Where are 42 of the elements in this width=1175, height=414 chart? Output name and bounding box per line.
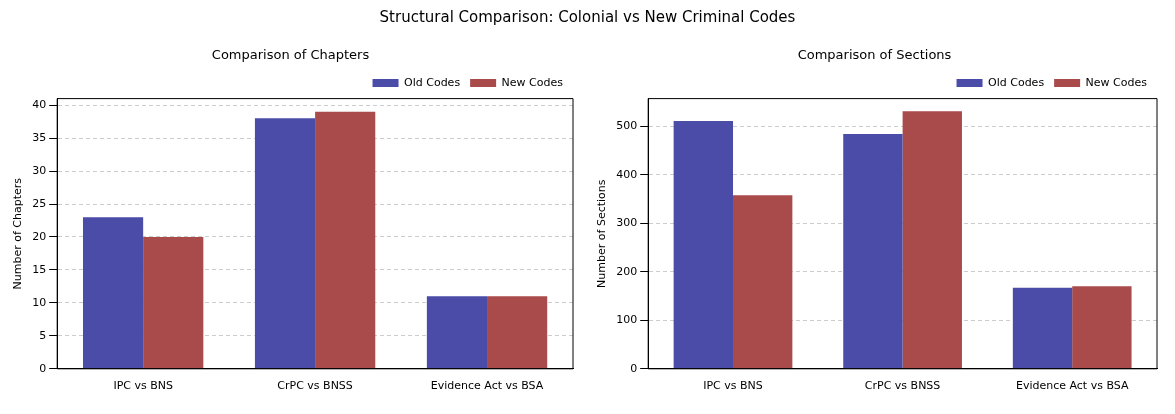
bar [673, 120, 733, 369]
y-tick-label: 0 [39, 361, 47, 375]
bar [254, 118, 316, 369]
chart-title: Structural Comparison: Colonial vs New Criminal Codes [378, 8, 797, 26]
chart-subtitle: Comparison of Sections [797, 47, 952, 63]
bar [843, 134, 903, 369]
y-tick-label: 40 [32, 98, 47, 112]
chart-subtitle: Comparison of Chapters [211, 47, 370, 63]
legend-label: New Codes [1085, 75, 1148, 89]
x-tick-label: CrPC vs BNSS [277, 379, 353, 393]
legend-label: New Codes [501, 75, 564, 89]
bar [1012, 287, 1073, 369]
bar [902, 111, 962, 369]
y-tick-label: 200 [616, 264, 638, 278]
y-tick-label: 0 [630, 361, 638, 375]
y-tick-label: 400 [616, 167, 638, 181]
y-tick-label: 300 [616, 216, 638, 230]
bar [733, 195, 793, 369]
x-tick-label: CrPC vs BNSS [864, 379, 941, 393]
y-tick-label: 20 [32, 229, 47, 243]
x-tick-label: IPC vs BNS [703, 379, 763, 393]
legend-label: Old Codes [404, 75, 461, 89]
y-tick-label: 35 [32, 131, 47, 144]
y-axis-title: Number of Sections [595, 179, 609, 288]
x-tick-label: Evidence Act vs BSA [1015, 379, 1129, 393]
bar [1072, 286, 1132, 369]
bar [426, 296, 488, 369]
bar [315, 111, 376, 369]
y-tick-label: 25 [32, 196, 47, 210]
y-tick-label: 30 [32, 163, 47, 177]
y-tick-label: 5 [39, 328, 47, 342]
y-axis-title: Number of Chapters [11, 177, 25, 290]
y-tick-label: 100 [616, 313, 638, 327]
legend-label: Old Codes [988, 75, 1045, 89]
x-tick-label: IPC vs BNS [113, 379, 173, 393]
y-tick-label: 10 [32, 295, 47, 309]
y-tick-label: 15 [32, 262, 47, 276]
bar [487, 296, 548, 369]
x-tick-label: Evidence Act vs BSA [430, 379, 544, 393]
y-tick-label: 500 [616, 119, 638, 133]
bar [143, 237, 204, 369]
bar [82, 217, 144, 369]
